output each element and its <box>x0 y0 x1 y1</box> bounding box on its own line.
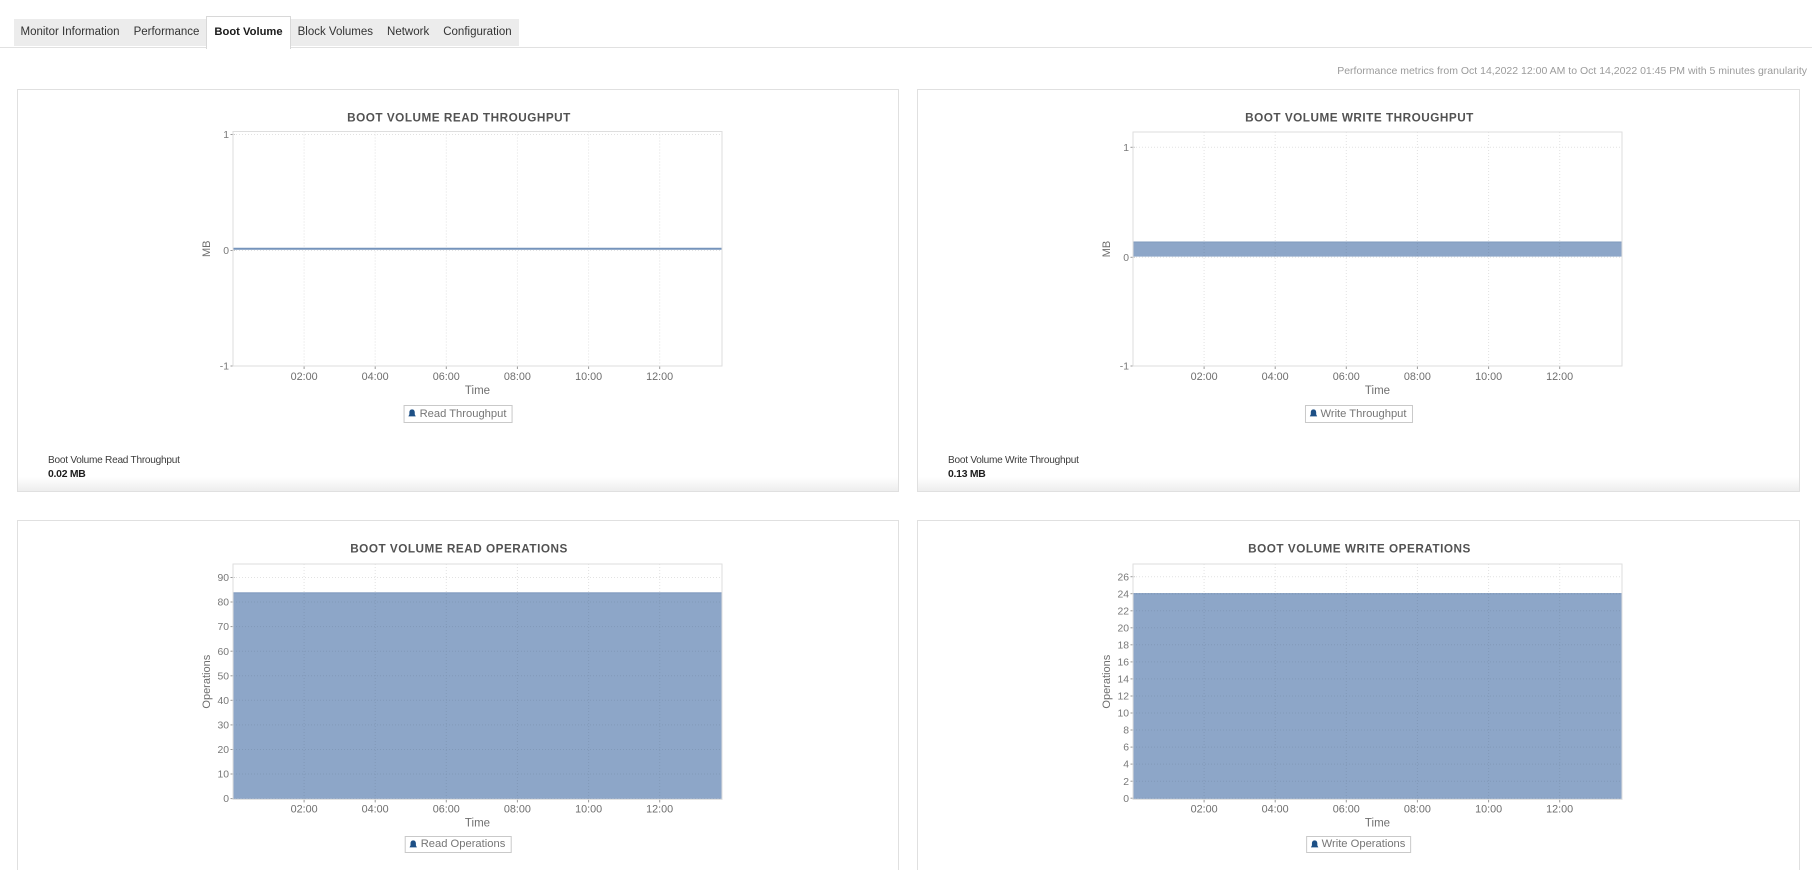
svg-text:10:00: 10:00 <box>1475 804 1502 816</box>
svg-text:BOOT VOLUME WRITE OPERATIONS: BOOT VOLUME WRITE OPERATIONS <box>1248 543 1471 556</box>
svg-text:70: 70 <box>217 622 229 633</box>
svg-text:02:00: 02:00 <box>291 804 318 816</box>
svg-text:10:00: 10:00 <box>1475 371 1502 383</box>
svg-text:MB: MB <box>201 241 213 258</box>
svg-text:06:00: 06:00 <box>1333 804 1360 816</box>
svg-text:06:00: 06:00 <box>433 804 460 816</box>
svg-text:40: 40 <box>217 696 229 707</box>
svg-text:02:00: 02:00 <box>291 371 318 383</box>
svg-text:10: 10 <box>217 770 229 781</box>
svg-text:12:00: 12:00 <box>646 804 673 816</box>
svg-text:-1: -1 <box>1120 362 1129 373</box>
svg-text:10: 10 <box>1117 709 1129 720</box>
svg-text:08:00: 08:00 <box>1404 804 1431 816</box>
svg-text:60: 60 <box>217 647 229 658</box>
svg-text:50: 50 <box>217 671 229 682</box>
svg-text:0: 0 <box>1123 794 1129 805</box>
svg-text:MB: MB <box>1101 241 1113 258</box>
svg-text:8: 8 <box>1123 726 1129 737</box>
svg-text:06:00: 06:00 <box>433 371 460 383</box>
svg-text:24: 24 <box>1117 589 1129 600</box>
svg-text:18: 18 <box>1117 640 1129 651</box>
svg-text:10:00: 10:00 <box>575 804 602 816</box>
svg-text:20: 20 <box>217 745 229 756</box>
svg-text:0: 0 <box>1123 253 1129 264</box>
svg-text:04:00: 04:00 <box>1262 371 1289 383</box>
svg-text:12: 12 <box>1117 692 1129 703</box>
svg-text:1: 1 <box>223 130 229 141</box>
svg-text:4: 4 <box>1123 760 1129 771</box>
svg-text:Operations: Operations <box>201 654 213 708</box>
svg-text:BOOT VOLUME WRITE THROUGHPUT: BOOT VOLUME WRITE THROUGHPUT <box>1245 112 1474 125</box>
svg-text:Time: Time <box>465 817 490 829</box>
svg-text:12:00: 12:00 <box>1546 804 1573 816</box>
svg-text:02:00: 02:00 <box>1191 371 1218 383</box>
svg-text:BOOT VOLUME READ THROUGHPUT: BOOT VOLUME READ THROUGHPUT <box>347 112 571 125</box>
svg-text:Time: Time <box>1365 817 1390 829</box>
svg-text:22: 22 <box>1117 606 1129 617</box>
svg-text:Time: Time <box>465 385 490 397</box>
svg-text:0: 0 <box>223 246 229 257</box>
svg-text:20: 20 <box>1117 623 1129 634</box>
svg-text:-1: -1 <box>220 362 229 373</box>
svg-text:6: 6 <box>1123 743 1129 754</box>
svg-text:10:00: 10:00 <box>575 371 602 383</box>
svg-text:14: 14 <box>1117 675 1129 686</box>
svg-text:06:00: 06:00 <box>1333 371 1360 383</box>
svg-text:12:00: 12:00 <box>646 371 673 383</box>
svg-text:04:00: 04:00 <box>362 371 389 383</box>
svg-text:04:00: 04:00 <box>1262 804 1289 816</box>
svg-text:30: 30 <box>217 721 229 732</box>
svg-text:26: 26 <box>1117 572 1129 583</box>
svg-text:2: 2 <box>1123 777 1129 788</box>
svg-text:Operations: Operations <box>1101 654 1113 708</box>
svg-text:90: 90 <box>217 573 229 584</box>
svg-text:08:00: 08:00 <box>504 804 531 816</box>
svg-text:0: 0 <box>223 794 229 805</box>
svg-text:02:00: 02:00 <box>1191 804 1218 816</box>
svg-text:80: 80 <box>217 598 229 609</box>
svg-text:08:00: 08:00 <box>504 371 531 383</box>
svg-text:08:00: 08:00 <box>1404 371 1431 383</box>
svg-text:Time: Time <box>1365 385 1390 397</box>
svg-text:BOOT VOLUME READ OPERATIONS: BOOT VOLUME READ OPERATIONS <box>350 543 568 556</box>
svg-text:1: 1 <box>1123 143 1129 154</box>
svg-text:16: 16 <box>1117 658 1129 669</box>
svg-text:04:00: 04:00 <box>362 804 389 816</box>
svg-text:12:00: 12:00 <box>1546 371 1573 383</box>
